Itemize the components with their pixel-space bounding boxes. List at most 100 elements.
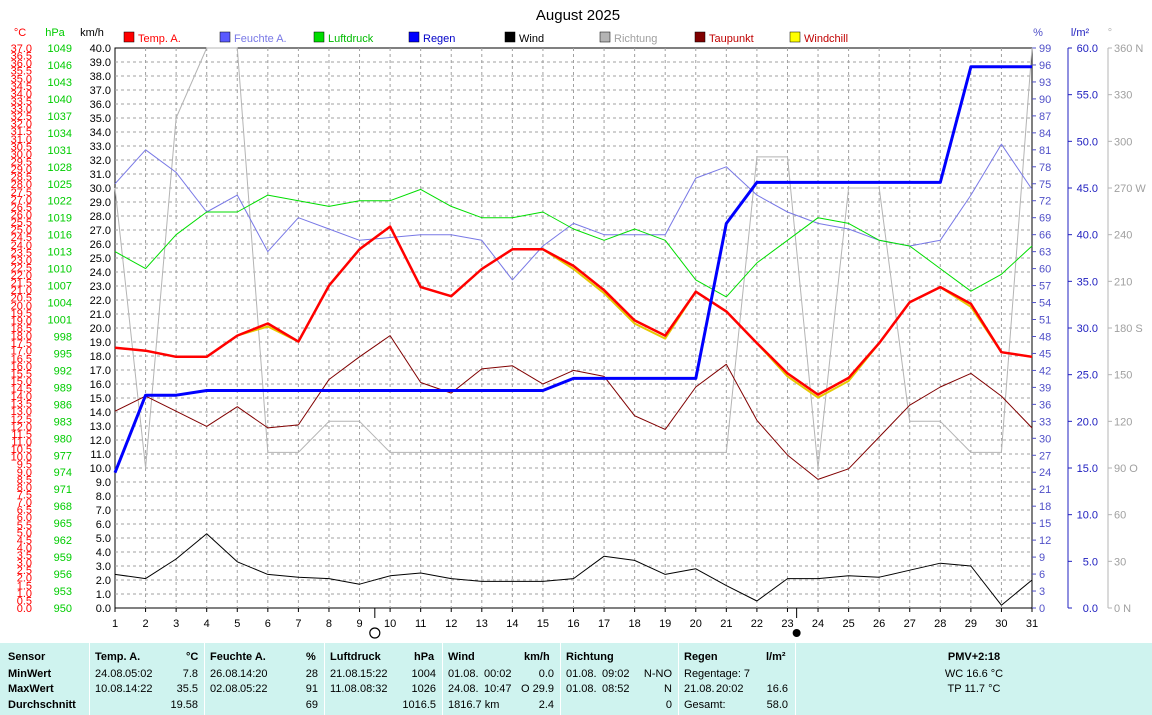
x-tick-label: 5 [234,618,240,630]
direction-avg-value: 0 [665,699,672,711]
axis-unit-labels: °C hPa km/h% l/m² ° [14,27,1112,39]
temp-tick-label: 33.5 [11,96,32,108]
temp-tick-label: 2.5 [17,565,32,577]
direction-tick-label: 150 [1114,370,1132,382]
temp-tick-label: 33.0 [11,104,32,116]
wind-header: Wind [448,651,475,663]
pressure-tick-label: 995 [54,348,72,360]
humidity-tick-label: 39 [1039,382,1051,394]
temp-tick-label: 34.0 [11,88,32,100]
x-tick-label: 11 [415,618,426,630]
wind-tick-label: 32.0 [90,155,111,167]
humidity-tick-label: 60 [1039,264,1051,276]
pressure-tick-label: 1004 [48,298,72,310]
wind-tick-label: 4.0 [96,547,111,559]
wind-tick-label: 5.0 [96,533,111,545]
wind-tick-label: 35.0 [90,113,111,125]
temp-tick-label: 22.0 [11,270,32,282]
temp-tick-label: 17.0 [11,346,32,358]
humidity-tick-label: 36 [1039,399,1051,411]
temp-tick-label: 17.5 [11,338,32,350]
wind-tick-label: 3.0 [96,561,111,573]
wind-tick-label: 31.0 [90,169,111,181]
wind-tick-label: 2.0 [96,575,111,587]
humidity-tick-label: 84 [1039,128,1051,140]
wind-tick-label: 30.0 [90,183,111,195]
wind-distance: 1816.7 km [448,699,500,711]
legend-swatch [408,31,420,43]
direction-header: Richtung [566,651,614,663]
humidity-tick-label: 90 [1039,94,1051,106]
x-tick-label: 14 [506,618,518,630]
legend-swatch [123,31,135,43]
legend-label: Regen [423,33,455,45]
humidity-header: Feuchte A. [210,651,266,663]
temp-tick-label: 32.5 [11,111,32,123]
new-moon-icon [369,627,381,639]
temp-tick-label: 29.0 [11,164,32,176]
pressure-tick-label: 986 [54,399,72,411]
direction-unit-label: ° [1108,27,1112,39]
humidity-tick-label: 12 [1039,535,1051,547]
humidity-tick-label: 6 [1039,569,1045,581]
humidity-tick-label: 3 [1039,586,1045,598]
wind-tick-label: 17.0 [90,365,111,377]
pressure-tick-label: 1046 [48,60,72,72]
wind-tick-label: 16.0 [90,379,111,391]
humidity-tick-label: 54 [1039,298,1051,310]
temp-tick-label: 12.0 [11,421,32,433]
x-tick-label: 4 [204,618,210,630]
pressure-unit: hPa [414,651,435,663]
pressure-unit-label: hPa [45,27,65,39]
legend-swatch [599,31,611,43]
wind-unit: km/h [524,651,550,663]
wind-tick-label: 12.0 [90,435,111,447]
humidity-tick-label: 66 [1039,230,1051,242]
temp-tick-label: 24.0 [11,240,32,252]
temp-tick-label: 35.0 [11,73,32,85]
rain-tick-label: 60.0 [1077,43,1098,55]
temp-tick-label: 8.0 [17,482,32,494]
series-luftdruck-line [114,188,1033,298]
legend-label: Luftdruck [328,33,374,45]
series-temp-a-line [114,225,1033,396]
temp-tick-label: 19.0 [11,315,32,327]
wind-tick-label: 29.0 [90,197,111,209]
x-tick-label: 6 [265,618,271,630]
legend-label: Wind [519,33,544,45]
series-richtung-line [114,47,1033,469]
x-tick-label: 1 [112,618,118,630]
humidity-max-date: 02.08. [210,683,241,695]
pressure-tick-label: 992 [54,365,72,377]
x-tick-label: 9 [356,618,362,630]
humidity-tick-label: 48 [1039,331,1051,343]
temp-max-time: 14:22 [125,683,153,695]
wind-tick-label: 19.0 [90,337,111,349]
humidity-tick-label: 21 [1039,484,1051,496]
x-tick-label: 10 [384,618,396,630]
temp-tick-label: 27.0 [11,194,32,206]
direction-tick-label: 90 O [1114,463,1138,475]
pressure-tick-label: 971 [54,484,72,496]
x-tick-label: 30 [995,618,1007,630]
legend-label: Taupunkt [709,33,754,45]
temp-tick-label: 20.0 [11,300,32,312]
temp-tick-label: 34.5 [11,81,32,93]
temp-tick-label: 35.5 [11,66,32,78]
temp-tick-label: 13.0 [11,406,32,418]
rain-tick-label: 40.0 [1077,230,1098,242]
rain-tick-label: 25.0 [1077,370,1098,382]
temp-tick-label: 9.5 [17,459,32,471]
legend-label: Richtung [614,33,657,45]
humidity-tick-label: 57 [1039,281,1051,293]
min-label: MinWert [8,668,52,680]
wind-tick-label: 26.0 [90,239,111,251]
full-moon-icon [792,629,801,637]
temp-tick-label: 23.0 [11,255,32,267]
series-group [113,47,1033,606]
wind-unit-label: km/h [80,27,104,39]
wind-tick-label: 11.0 [90,449,111,461]
left-axes: 0.00.51.01.52.02.53.03.54.04.55.05.56.06… [11,43,111,615]
temp-tick-label: 22.5 [11,262,32,274]
pressure-tick-label: 1001 [48,315,72,327]
